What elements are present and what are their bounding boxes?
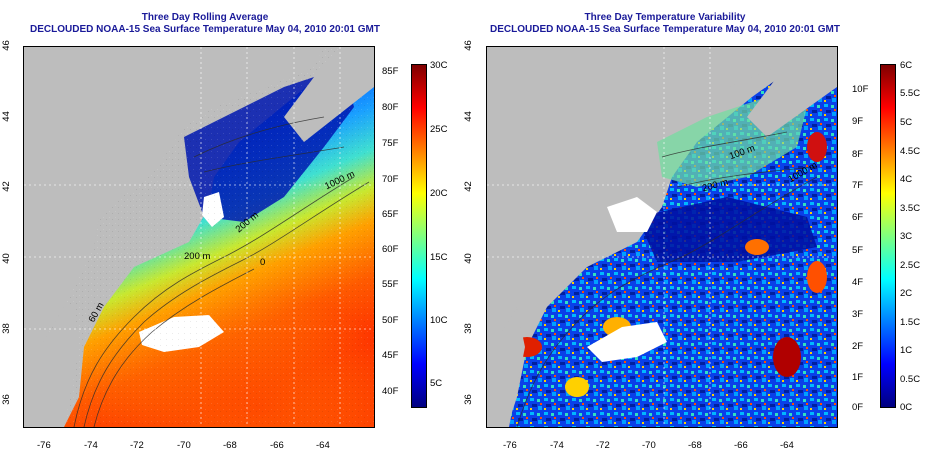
colorbar-f-label: 8F xyxy=(852,149,864,160)
x-tick-label: -64 xyxy=(780,440,794,451)
colorbar-c-label: 10C xyxy=(430,315,448,326)
x-tick-label: -68 xyxy=(688,440,702,451)
colorbar-f-label: 2F xyxy=(852,341,864,352)
land-nova-scotia xyxy=(747,47,837,137)
colorbar-c-label: 0C xyxy=(900,402,913,413)
colorbar-f-label: 80F xyxy=(382,102,399,113)
colorbar-f-label: 50F xyxy=(382,315,399,326)
colorbar-c-label: 5C xyxy=(900,117,913,128)
colorbar-f-label: 9F xyxy=(852,116,864,127)
colorbar-f-label: 6F xyxy=(852,212,864,223)
x-tick-label: -66 xyxy=(270,440,284,451)
colorbar-c-label: 3C xyxy=(900,231,913,242)
x-tick-label: -76 xyxy=(37,440,51,451)
colorbar-c-label: 25C xyxy=(430,124,448,135)
colorbar-f-label: 5F xyxy=(852,245,864,256)
colorbar-f-label: 45F xyxy=(382,350,399,361)
colorbar-f-label: 40F xyxy=(382,386,399,397)
colorbar-f-label: 55F xyxy=(382,279,399,290)
lat-lon-grid xyxy=(24,47,374,427)
variability-low-band xyxy=(637,197,817,262)
y-tick-label: 36 xyxy=(0,394,12,405)
y-tick-label: 46 xyxy=(462,40,474,51)
left-subtitle: DECLOUDED NOAA-15 Sea Surface Temperatur… xyxy=(30,24,380,35)
right-colorbar xyxy=(880,64,896,408)
colorbar-f-label: 65F xyxy=(382,209,399,220)
x-tick-label: -76 xyxy=(503,440,517,451)
colorbar-f-label: 70F xyxy=(382,174,399,185)
colorbar-c-label: 1C xyxy=(900,345,913,356)
colorbar-c-label: 0.5C xyxy=(900,374,921,385)
y-tick-label: 44 xyxy=(462,111,474,122)
contour-label: 0 xyxy=(260,257,266,268)
colorbar-f-label: 60F xyxy=(382,244,399,255)
colorbar-c-label: 3.5C xyxy=(900,203,921,214)
y-tick-label: 38 xyxy=(0,323,12,334)
y-tick-label: 40 xyxy=(0,253,12,264)
colorbar-c-label: 15C xyxy=(430,252,448,263)
left-colorbar xyxy=(411,64,427,408)
colorbar-f-label: 4F xyxy=(852,277,864,288)
colorbar-c-label: 4.5C xyxy=(900,146,921,157)
right-map: 100 m 200 m 1000 m xyxy=(486,46,838,428)
x-tick-label: -66 xyxy=(734,440,748,451)
colorbar-c-label: 2C xyxy=(900,288,913,299)
right-subtitle: DECLOUDED NOAA-15 Sea Surface Temperatur… xyxy=(490,24,840,35)
colorbar-f-label: 3F xyxy=(852,309,864,320)
land-mainland xyxy=(487,47,787,347)
cloud-patch xyxy=(587,322,667,362)
colorbar-f-label: 1F xyxy=(852,372,864,383)
y-tick-label: 44 xyxy=(0,111,12,122)
colorbar-c-label: 20C xyxy=(430,188,448,199)
colorbar-f-label: 10F xyxy=(852,84,869,95)
land-mainland xyxy=(24,47,324,377)
x-tick-label: -72 xyxy=(130,440,144,451)
x-tick-label: -70 xyxy=(177,440,191,451)
cloud-patch xyxy=(607,197,657,232)
variability-hot-spots xyxy=(512,132,827,397)
land-nova-scotia xyxy=(284,47,374,142)
colorbar-c-label: 5.5C xyxy=(900,88,921,99)
right-title: Three Day Temperature Variability xyxy=(584,12,746,23)
contour-label: 200 m xyxy=(184,251,211,262)
y-tick-label: 42 xyxy=(0,181,12,192)
x-tick-label: -74 xyxy=(84,440,98,451)
colorbar-c-label: 5C xyxy=(430,378,443,389)
land-coast-south xyxy=(24,307,79,427)
left-map-svg xyxy=(24,47,374,427)
colorbar-f-label: 85F xyxy=(382,66,399,77)
x-tick-label: -74 xyxy=(550,440,564,451)
bathymetry-contours xyxy=(516,131,818,427)
y-tick-label: 36 xyxy=(462,394,474,405)
y-tick-label: 46 xyxy=(0,40,12,51)
colorbar-c-label: 4C xyxy=(900,174,913,185)
colorbar-c-label: 2.5C xyxy=(900,260,921,271)
colorbar-f-label: 75F xyxy=(382,138,399,149)
y-tick-label: 42 xyxy=(462,181,474,192)
bathymetry-contours xyxy=(73,116,370,427)
colorbar-c-label: 1.5C xyxy=(900,317,921,328)
colorbar-c-label: 30C xyxy=(430,60,448,71)
colorbar-c-label: 6C xyxy=(900,60,913,71)
land-coast-south xyxy=(487,309,525,427)
left-map: 1000 m 200 m 200 m 60 m 0 xyxy=(23,46,375,428)
x-tick-label: -64 xyxy=(316,440,330,451)
colorbar-f-label: 7F xyxy=(852,180,864,191)
colorbar-f-label: 0F xyxy=(852,402,864,413)
x-tick-label: -68 xyxy=(223,440,237,451)
x-tick-label: -72 xyxy=(596,440,610,451)
left-title: Three Day Rolling Average xyxy=(141,12,269,23)
y-tick-label: 40 xyxy=(462,253,474,264)
y-tick-label: 38 xyxy=(462,323,474,334)
lat-lon-grid xyxy=(487,47,837,427)
right-map-svg xyxy=(487,47,837,427)
x-tick-label: -70 xyxy=(642,440,656,451)
